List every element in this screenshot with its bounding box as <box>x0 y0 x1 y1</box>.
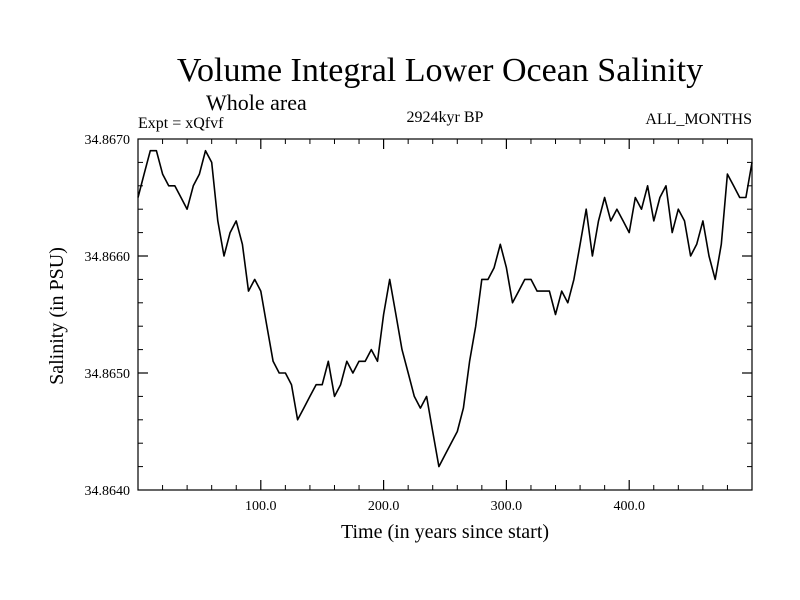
chart-title: Volume Integral Lower Ocean Salinity <box>177 52 703 89</box>
x-tick-label: 400.0 <box>613 499 645 514</box>
y-axis-label: Salinity (in PSU) <box>46 247 68 385</box>
period-label: 2924kyr BP <box>407 109 484 126</box>
y-tick-label: 34.8640 <box>85 484 131 499</box>
y-tick-label: 34.8650 <box>85 367 131 382</box>
major-ticks <box>138 139 752 490</box>
minor-ticks <box>138 139 752 490</box>
y-tick-labels: 34.8640 34.8650 34.8660 34.8670 <box>85 133 131 499</box>
y-tick-label: 34.8660 <box>85 250 131 265</box>
y-tick-label: 34.8670 <box>85 133 131 148</box>
x-tick-label: 100.0 <box>245 499 277 514</box>
months-label: ALL_MONTHS <box>645 111 752 128</box>
x-tick-labels: 100.0 200.0 300.0 400.0 <box>245 499 645 514</box>
x-tick-label: 200.0 <box>368 499 400 514</box>
salinity-series-line <box>137 149 753 468</box>
experiment-label: Expt = xQfvf <box>138 115 224 132</box>
x-axis-label: Time (in years since start) <box>341 521 549 543</box>
chart-subtitle: Whole area <box>206 90 307 115</box>
plot-frame <box>137 138 753 491</box>
x-tick-label: 300.0 <box>491 499 523 514</box>
